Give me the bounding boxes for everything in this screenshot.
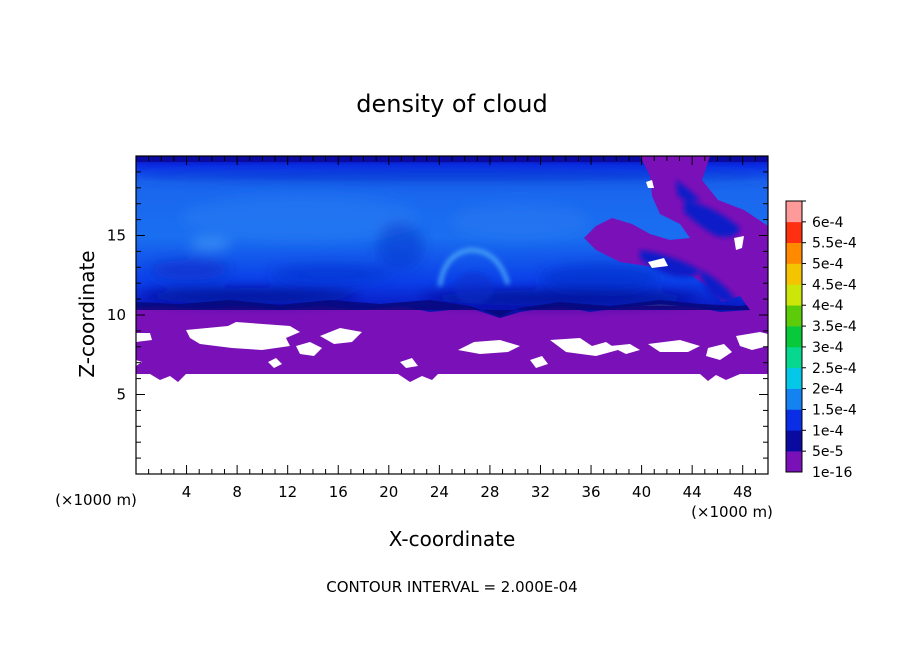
colorbar-swatch [786,388,802,410]
clear-air-holes [136,322,768,368]
colorbar-label: 6e-4 [812,215,844,231]
colorbar-swatch [786,367,802,389]
colorbar-swatch [786,201,802,223]
y-axis-label: Z-coordinate [75,250,99,377]
x-tick-label: 8 [232,483,242,501]
colorbar-label: 3.5e-4 [812,319,857,335]
colorbar-swatch [786,284,802,306]
x-axis-label: X-coordinate [389,527,516,551]
colorbar-label: 5e-4 [812,257,844,273]
colorbar-swatch [786,263,802,285]
colorbar-frame [785,200,803,473]
colorbar-swatch [786,451,802,473]
colorbar-swatch [786,409,802,431]
colorbar-swatch [786,346,802,369]
colorbar-label: 1e-4 [812,423,844,439]
x-tick-label: 32 [531,483,550,501]
x-tick-label: 44 [683,483,702,501]
x-unit-label: (×1000 m) [691,503,773,521]
colorbar-label: 4.5e-4 [812,277,857,293]
y-tick-label: 15 [107,227,126,245]
colorbar-swatch [786,326,802,348]
x-tick-label: 16 [329,483,348,501]
x-tick-label: 4 [182,483,192,501]
x-tick-label: 20 [379,483,398,501]
convective-arc [438,247,510,287]
colorbar-swatch [786,430,802,452]
y-tick-label: 10 [107,306,126,324]
x-tick-label: 24 [430,483,449,501]
y-tick-labels: 5 10 15 [107,227,126,404]
colorbar-label: 5e-5 [812,444,843,460]
colorbar-swatch [786,305,802,327]
contour-interval-note: CONTOUR INTERVAL = 2.000E-04 [326,578,577,596]
colorbar-label: 1.5e-4 [812,402,857,418]
axis-ticks [136,156,768,474]
colorbar-label: 4e-4 [812,298,844,314]
colorbar-swatch [786,242,802,264]
z-unit-label: (×1000 m) [55,491,137,509]
x-tick-label: 40 [632,483,651,501]
x-tick-label: 36 [581,483,600,501]
colorbar-swatch [786,221,802,243]
colorbar-label: 2e-4 [812,382,844,398]
colorbar-label: 3e-4 [812,340,844,356]
x-tick-label: 12 [278,483,297,501]
y-tick-label: 5 [116,386,126,404]
colorbar-label: 2.5e-4 [812,361,857,377]
x-tick-label: 28 [480,483,499,501]
colorbar-label: 5.5e-4 [812,236,857,252]
upper-right-intrusion [584,156,768,312]
plot-area [136,156,768,474]
chart-title: density of cloud [356,90,547,118]
x-tick-label: 48 [733,483,752,501]
x-tick-labels: 4 8 12 16 20 24 28 32 36 40 44 48 [182,483,752,501]
colorbar: 1e-16 5e-5 1e-4 1.5e-4 2e-4 2.5e-4 3e-4 3.5e-4 4… [785,200,857,481]
colorbar-label: 1e-16 [812,465,852,481]
